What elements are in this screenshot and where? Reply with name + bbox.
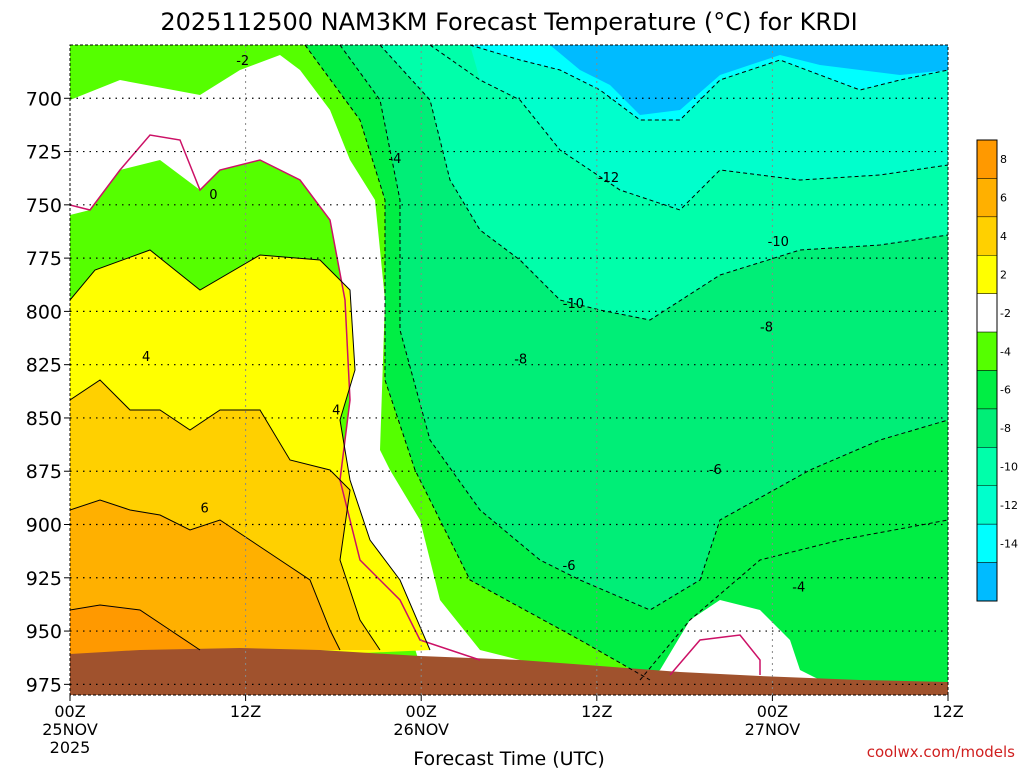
y-tick-label-3: 775 bbox=[26, 248, 62, 270]
contour-label-6: -8 bbox=[760, 320, 773, 335]
contour-label-10: 6 bbox=[200, 501, 208, 516]
y-tick-label-5: 825 bbox=[26, 355, 62, 377]
credit-text: coolwx.com/models bbox=[867, 743, 1015, 761]
colorbar: 8 6 4 2 -2 -4 -6 -8 -10 -12 -14 bbox=[976, 139, 1018, 602]
x-tick-label-2: 00Z bbox=[406, 702, 437, 721]
contour-minus10 bbox=[429, 45, 948, 211]
contour-four bbox=[70, 379, 381, 651]
contour-minus8 bbox=[379, 45, 948, 321]
contour-label-3: -12 bbox=[598, 171, 619, 186]
y-tick-label-10: 950 bbox=[26, 621, 62, 643]
contour-labels: -2 0 -4 -12 -10 -10 -8 -8 4 4 6 -6 -6 -4 bbox=[142, 54, 805, 595]
colorbar-band-6 bbox=[976, 370, 998, 410]
colorbar-label-7: -8 bbox=[1000, 422, 1011, 435]
colorbar-label-6: -6 bbox=[1000, 384, 1011, 397]
contour-label-2: -4 bbox=[388, 152, 401, 167]
x-tick-date-4: 27NOV bbox=[745, 720, 801, 739]
colorbar-label-1: 6 bbox=[1000, 192, 1007, 205]
y-tick-label-9: 925 bbox=[26, 568, 62, 590]
contour-minus4 bbox=[304, 45, 651, 681]
contour-zero-left bbox=[70, 134, 481, 661]
colorbar-label-9: -12 bbox=[1000, 499, 1018, 512]
colorbar-band-11 bbox=[976, 562, 998, 602]
x-tick-date-0: 25NOV bbox=[42, 720, 98, 739]
colorbar-label-0: 8 bbox=[1000, 153, 1007, 166]
cold-contours bbox=[304, 45, 948, 681]
colorbar-band-9 bbox=[976, 485, 998, 525]
y-tick-label-4: 800 bbox=[26, 301, 62, 323]
colorbar-band-8 bbox=[976, 447, 998, 487]
colorbar-band-0 bbox=[976, 139, 998, 179]
contour-minus12 bbox=[469, 45, 948, 121]
x-tick-label-4: 00Z bbox=[757, 702, 788, 721]
contour-label-12: -6 bbox=[563, 559, 576, 574]
y-tick-label-2: 750 bbox=[26, 195, 62, 217]
y-tick-label-6: 850 bbox=[26, 408, 62, 430]
colorbar-border bbox=[976, 139, 998, 602]
contour-label-1: 0 bbox=[209, 188, 217, 203]
y-tick-label-8: 900 bbox=[26, 515, 62, 537]
region-very-cold bbox=[430, 45, 948, 210]
contour-label-11: -6 bbox=[709, 463, 722, 478]
plot-border bbox=[69, 44, 949, 696]
contour-two bbox=[70, 249, 431, 651]
region-coldest bbox=[550, 45, 948, 115]
chart-title: 2025112500 NAM3KM Forecast Temperature (… bbox=[160, 8, 857, 36]
colorbar-label-10: -14 bbox=[1000, 537, 1018, 550]
x-axis-label: Forecast Time (UTC) bbox=[413, 748, 604, 768]
contour-label-13: -4 bbox=[792, 580, 805, 595]
colorbar-band-2 bbox=[976, 216, 998, 256]
grid bbox=[70, 45, 948, 695]
colorbar-label-4: -2 bbox=[1000, 307, 1011, 320]
contour-minus6 bbox=[339, 45, 948, 611]
colorbar-label-8: -10 bbox=[1000, 461, 1018, 474]
x-tick-label-0: 00Z bbox=[54, 702, 85, 721]
y-tick-label-7: 875 bbox=[26, 461, 62, 483]
colorbar-band-5 bbox=[976, 331, 998, 371]
x-tick-label-5: 12Z bbox=[932, 702, 963, 721]
colorbar-label-3: 2 bbox=[1000, 268, 1007, 281]
x-tick-year-0: 2025 bbox=[50, 738, 91, 757]
contour-label-4: -10 bbox=[768, 235, 789, 250]
region-hottest bbox=[70, 605, 200, 655]
contour-label-5: -10 bbox=[563, 297, 584, 312]
contour-zero-right bbox=[669, 634, 761, 676]
freezing-contours bbox=[70, 134, 761, 676]
x-tick-date-2: 26NOV bbox=[393, 720, 449, 739]
contour-label-9: 4 bbox=[332, 403, 340, 418]
colorbar-label-5: -4 bbox=[1000, 345, 1011, 358]
contour-label-0: -2 bbox=[236, 54, 249, 69]
colorbar-label-2: 4 bbox=[1000, 230, 1007, 243]
contour-six bbox=[70, 499, 341, 651]
contour-eight bbox=[70, 604, 201, 651]
colorbar-band-7 bbox=[976, 408, 998, 448]
y-tick-label-11: 975 bbox=[26, 674, 62, 696]
ground bbox=[70, 648, 948, 695]
x-tick-label-3: 12Z bbox=[581, 702, 612, 721]
colorbar-band-3 bbox=[976, 255, 998, 294]
x-tick-label-1: 12Z bbox=[230, 702, 261, 721]
contour-label-8: 4 bbox=[142, 350, 150, 365]
contour-label-7: -8 bbox=[514, 352, 527, 367]
y-tick-label-0: 700 bbox=[26, 88, 62, 110]
y-tick-label-1: 725 bbox=[26, 142, 62, 164]
colorbar-band-4 bbox=[976, 293, 998, 333]
plot-area: -2 0 -4 -12 -10 -10 -8 -8 4 4 6 -6 -6 -4 bbox=[70, 45, 948, 695]
region-freezing bbox=[70, 55, 820, 690]
colorbar-band-10 bbox=[976, 523, 998, 563]
colorbar-band-1 bbox=[976, 178, 998, 218]
y-axis: 700 725 750 775 800 825 850 875 900 925 950 975 bbox=[26, 88, 70, 696]
contour-minus4-right bbox=[639, 519, 948, 681]
warm-contours bbox=[70, 249, 431, 651]
